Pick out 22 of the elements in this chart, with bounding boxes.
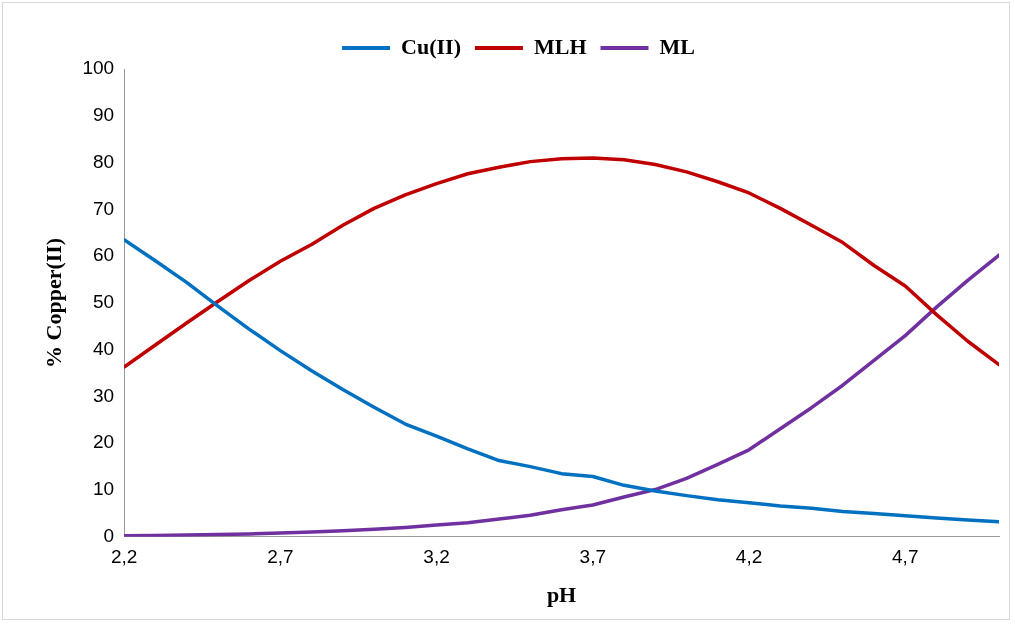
y-tick-label: 40 [92,337,115,359]
y-tick-label: 100 [82,57,115,79]
y-tick-label: 60 [92,244,115,266]
x-tick-label: 4,2 [735,546,763,568]
legend-label: ML [659,33,695,59]
y-tick-label: 70 [92,197,115,219]
y-tick-label: 0 [103,525,115,547]
y-tick-label: 80 [92,150,115,172]
x-tick-label: 4,7 [892,546,919,568]
x-tick-label: 3,2 [423,546,450,568]
x-axis-title: pH [546,582,577,608]
x-tick-label: 3,7 [579,546,607,568]
y-tick-label: 20 [92,431,115,453]
y-axis-title: % Copper(II) [40,237,66,368]
x-tick-label: 2,7 [267,546,294,568]
y-tick-label: 90 [92,104,115,126]
y-tick-label: 10 [92,478,115,500]
y-tick-label: 30 [92,384,115,406]
y-tick-label: 50 [92,291,115,313]
legend-label: Cu(II) [401,33,461,59]
x-tick-label: 2,2 [110,546,138,568]
legend-label: MLH [533,33,587,59]
